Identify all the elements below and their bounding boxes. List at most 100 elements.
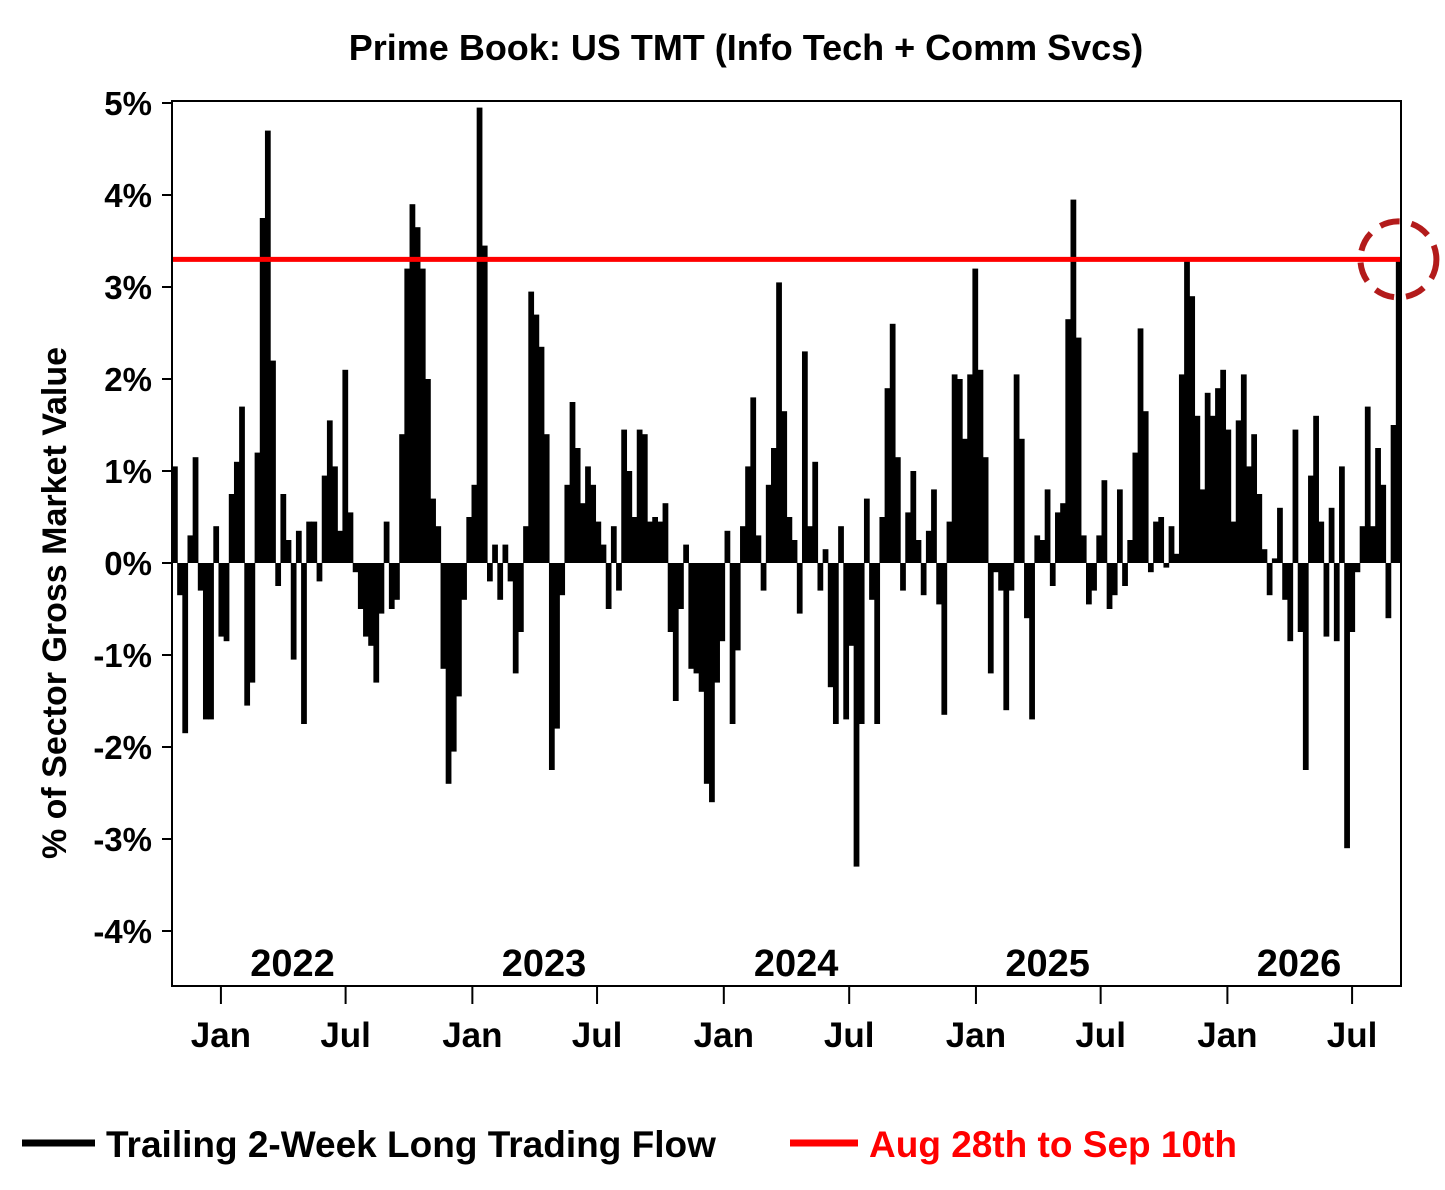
bar-week-108 xyxy=(724,530,731,563)
y-tick-label: 5% xyxy=(104,85,152,122)
bar-week-122 xyxy=(796,563,803,614)
bar-week-159 xyxy=(987,563,994,674)
bar-week-10 xyxy=(218,563,225,637)
bar-week-5 xyxy=(192,457,199,563)
bar-week-191 xyxy=(1153,521,1159,563)
bar-week-194 xyxy=(1168,526,1175,563)
bar-week-199 xyxy=(1194,415,1201,563)
bar-week-72 xyxy=(538,346,545,563)
legend-item-reference: Aug 28th to Sep 10th xyxy=(790,1124,1237,1165)
bar-week-8 xyxy=(208,563,214,720)
bar-week-181 xyxy=(1101,480,1108,563)
bar-week-114 xyxy=(755,535,762,563)
bar-week-33 xyxy=(337,530,343,563)
y-tick-label: 4% xyxy=(104,177,152,214)
bar-week-3 xyxy=(182,563,189,734)
bar-week-83 xyxy=(595,521,602,563)
bar-week-106 xyxy=(714,563,720,683)
bar-week-85 xyxy=(605,563,612,609)
bar-week-204 xyxy=(1220,369,1227,563)
y-tick-label: -1% xyxy=(93,637,152,674)
bar-week-110 xyxy=(734,563,741,651)
bar-week-17 xyxy=(254,452,261,563)
bar-week-39 xyxy=(368,563,374,646)
bar-week-160 xyxy=(993,563,999,573)
bar-week-229 xyxy=(1349,563,1356,632)
bar-week-161 xyxy=(998,563,1004,591)
bar-week-28 xyxy=(311,521,318,563)
bar-week-93 xyxy=(647,521,653,563)
bar-week-99 xyxy=(678,563,684,609)
bar-week-4 xyxy=(187,535,194,563)
bar-week-50 xyxy=(425,379,431,563)
bar-week-26 xyxy=(301,563,307,724)
bar-week-62 xyxy=(487,563,493,582)
bar-week-144 xyxy=(910,471,917,563)
bar-week-143 xyxy=(905,512,912,563)
bar-week-186 xyxy=(1127,540,1134,563)
bar-week-123 xyxy=(801,351,808,563)
bar-week-140 xyxy=(889,323,896,563)
bar-week-9 xyxy=(213,526,220,563)
bar-week-27 xyxy=(306,521,313,563)
highlight-dashed-circle xyxy=(1357,218,1440,301)
bar-week-78 xyxy=(569,402,576,563)
bar-week-184 xyxy=(1116,489,1123,563)
bar-week-208 xyxy=(1240,374,1247,563)
bar-week-92 xyxy=(641,434,648,563)
y-axis-label-group: % of Sector Gross Market Value xyxy=(36,347,74,859)
legend-label-reference: Aug 28th to Sep 10th xyxy=(869,1124,1237,1165)
bar-week-53 xyxy=(440,563,447,669)
bar-week-61 xyxy=(481,245,488,563)
bar-week-119 xyxy=(781,411,788,563)
bar-week-113 xyxy=(750,397,757,563)
bar-week-231 xyxy=(1359,526,1366,563)
year-label: 2022 xyxy=(250,943,335,985)
bar-week-198 xyxy=(1189,296,1196,563)
x-tick-label: Jan xyxy=(694,1016,754,1055)
bar-week-88 xyxy=(621,429,628,563)
y-tick-label: 3% xyxy=(104,269,152,306)
bar-week-190 xyxy=(1147,563,1154,573)
bar-week-66 xyxy=(507,563,514,582)
x-tick-label: Jan xyxy=(946,1016,1006,1055)
bar-week-44 xyxy=(394,563,400,600)
bar-week-18 xyxy=(259,218,266,563)
bar-week-167 xyxy=(1029,563,1035,720)
bar-week-236 xyxy=(1385,563,1392,619)
bar-week-11 xyxy=(223,563,230,642)
bar-week-202 xyxy=(1209,415,1216,563)
year-label: 2025 xyxy=(1005,943,1090,985)
bar-week-65 xyxy=(502,544,509,563)
bar-week-34 xyxy=(342,369,349,563)
bar-week-51 xyxy=(430,498,436,563)
bar-week-35 xyxy=(347,512,354,563)
bar-week-179 xyxy=(1091,563,1097,591)
bar-week-189 xyxy=(1142,411,1149,563)
bar-week-20 xyxy=(270,360,276,563)
bar-week-225 xyxy=(1328,507,1335,563)
bar-week-162 xyxy=(1003,563,1010,711)
bar-week-81 xyxy=(585,466,591,563)
bar-week-76 xyxy=(559,563,566,596)
bar-week-193 xyxy=(1163,563,1170,568)
bar-week-19 xyxy=(264,130,271,563)
bar-week-117 xyxy=(771,448,777,563)
bar-week-217 xyxy=(1287,563,1294,642)
plot-frame xyxy=(171,100,1402,987)
bar-week-154 xyxy=(962,438,968,563)
bar-week-13 xyxy=(233,461,240,563)
bar-week-55 xyxy=(450,563,457,752)
bar-week-49 xyxy=(419,268,426,563)
bar-week-56 xyxy=(456,563,462,697)
bar-week-137 xyxy=(874,563,881,724)
bar-week-166 xyxy=(1024,563,1030,619)
bar-week-31 xyxy=(326,420,333,563)
bar-week-73 xyxy=(543,434,550,563)
bar-week-164 xyxy=(1013,374,1020,563)
bar-week-67 xyxy=(512,563,519,674)
bar-week-103 xyxy=(698,563,705,692)
bar-week-48 xyxy=(414,227,421,563)
bar-week-69 xyxy=(523,526,529,563)
bar-week-101 xyxy=(688,563,695,669)
